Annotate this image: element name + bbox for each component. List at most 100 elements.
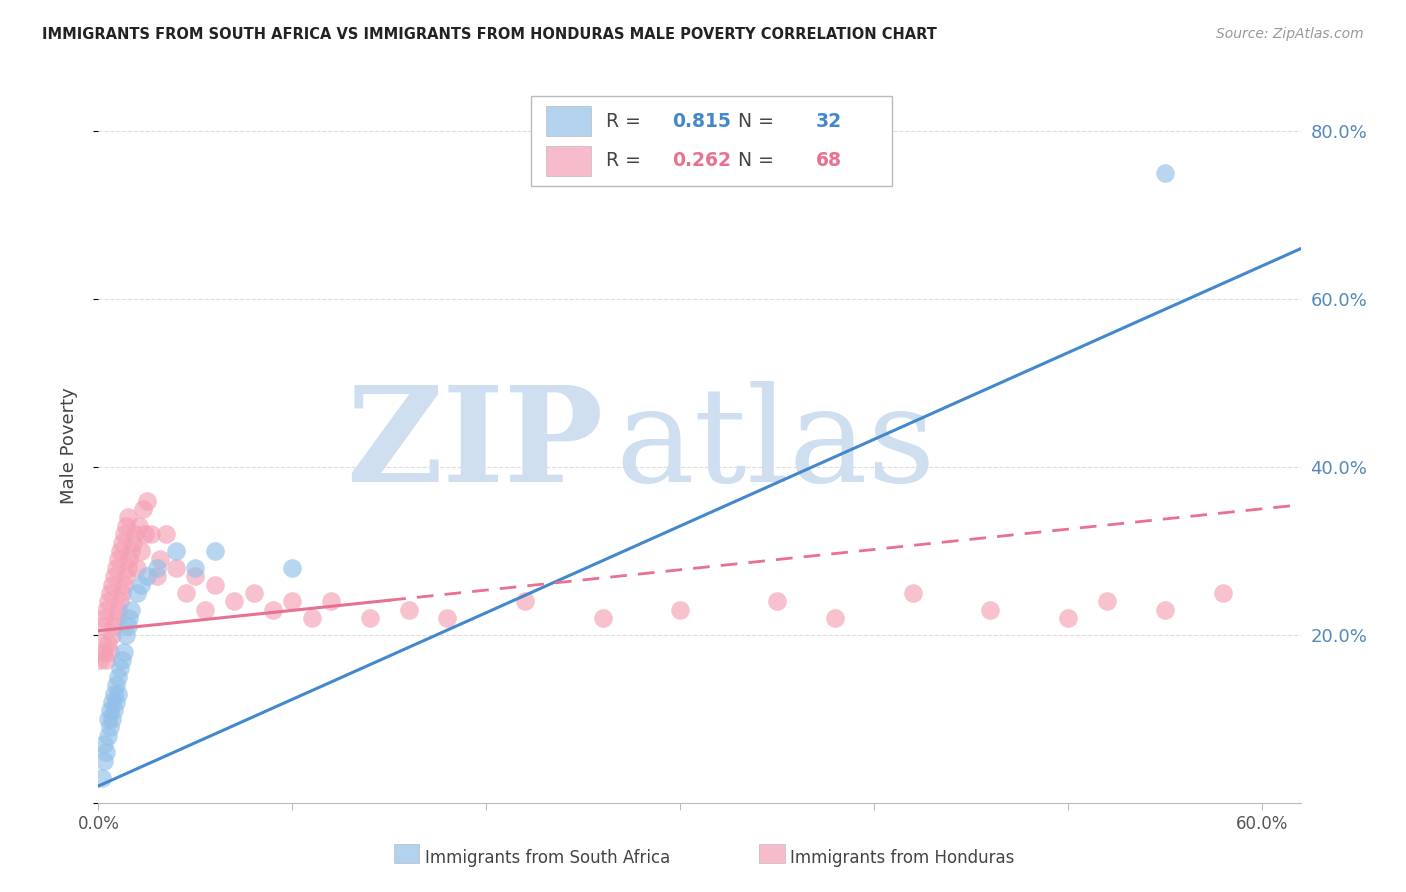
- Point: [281, 594, 304, 608]
- Text: 68: 68: [815, 151, 842, 170]
- Point: [127, 560, 149, 574]
- Point: [111, 535, 134, 549]
- Point: [118, 552, 141, 566]
- Text: 0.262: 0.262: [672, 151, 731, 170]
- Point: [122, 535, 145, 549]
- Point: [824, 611, 846, 625]
- Point: [262, 603, 284, 617]
- Text: N =: N =: [720, 151, 780, 170]
- Point: [184, 569, 207, 583]
- Point: [901, 586, 924, 600]
- Point: [104, 678, 127, 692]
- Point: [134, 527, 156, 541]
- Point: [224, 594, 246, 608]
- Point: [114, 628, 136, 642]
- Point: [120, 603, 142, 617]
- Point: [93, 611, 115, 625]
- Point: [135, 569, 157, 583]
- Point: [114, 518, 136, 533]
- Point: [104, 611, 127, 625]
- Point: [513, 594, 536, 608]
- Text: ZIP: ZIP: [346, 382, 603, 510]
- Point: [165, 544, 187, 558]
- Point: [128, 518, 150, 533]
- Point: [93, 645, 115, 659]
- Point: [165, 560, 187, 574]
- Point: [1057, 611, 1080, 625]
- Point: [107, 603, 129, 617]
- Point: [184, 560, 207, 574]
- Point: [103, 619, 125, 633]
- Point: [108, 661, 131, 675]
- Point: [101, 712, 124, 726]
- Point: [149, 552, 172, 566]
- Point: [194, 603, 217, 617]
- Point: [107, 687, 129, 701]
- Point: [117, 510, 139, 524]
- FancyBboxPatch shape: [531, 96, 891, 186]
- Point: [103, 703, 125, 717]
- Point: [97, 636, 120, 650]
- Point: [398, 603, 420, 617]
- Point: [204, 544, 226, 558]
- Point: [101, 577, 124, 591]
- Point: [112, 645, 135, 659]
- Point: [174, 586, 197, 600]
- Point: [93, 754, 115, 768]
- Point: [1095, 594, 1118, 608]
- Point: [766, 594, 789, 608]
- Point: [436, 611, 458, 625]
- Point: [669, 603, 692, 617]
- FancyBboxPatch shape: [546, 145, 592, 176]
- Text: Source: ZipAtlas.com: Source: ZipAtlas.com: [1216, 27, 1364, 41]
- Point: [114, 569, 136, 583]
- Point: [1153, 166, 1175, 180]
- Point: [107, 552, 129, 566]
- Point: [96, 746, 118, 760]
- Point: [98, 720, 121, 734]
- Text: N =: N =: [720, 112, 780, 131]
- Point: [89, 653, 111, 667]
- Point: [103, 687, 125, 701]
- Point: [204, 577, 226, 591]
- Point: [319, 594, 342, 608]
- Text: IMMIGRANTS FROM SOUTH AFRICA VS IMMIGRANTS FROM HONDURAS MALE POVERTY CORRELATIO: IMMIGRANTS FROM SOUTH AFRICA VS IMMIGRAN…: [42, 27, 936, 42]
- Text: atlas: atlas: [616, 382, 936, 510]
- Point: [91, 619, 114, 633]
- Point: [112, 577, 135, 591]
- Point: [132, 502, 155, 516]
- Text: R =: R =: [606, 151, 647, 170]
- Text: R =: R =: [606, 112, 647, 131]
- Point: [129, 577, 152, 591]
- Point: [98, 703, 121, 717]
- Point: [96, 603, 118, 617]
- Point: [592, 611, 614, 625]
- Point: [91, 771, 114, 785]
- Point: [117, 619, 139, 633]
- Point: [242, 586, 264, 600]
- Point: [112, 527, 135, 541]
- Text: 0.815: 0.815: [672, 112, 731, 131]
- Point: [118, 611, 141, 625]
- Point: [97, 729, 120, 743]
- Point: [139, 527, 162, 541]
- Point: [96, 653, 118, 667]
- Point: [155, 527, 177, 541]
- Point: [108, 544, 131, 558]
- Point: [120, 544, 142, 558]
- Point: [145, 560, 167, 574]
- Point: [104, 695, 127, 709]
- Point: [979, 603, 1001, 617]
- Point: [103, 569, 125, 583]
- FancyBboxPatch shape: [546, 106, 592, 136]
- Point: [135, 493, 157, 508]
- Point: [108, 594, 131, 608]
- Point: [91, 636, 114, 650]
- Point: [117, 560, 139, 574]
- Point: [101, 695, 124, 709]
- Point: [301, 611, 323, 625]
- Point: [281, 560, 304, 574]
- Point: [129, 544, 152, 558]
- Y-axis label: Male Poverty: Male Poverty: [59, 388, 77, 504]
- Point: [97, 594, 120, 608]
